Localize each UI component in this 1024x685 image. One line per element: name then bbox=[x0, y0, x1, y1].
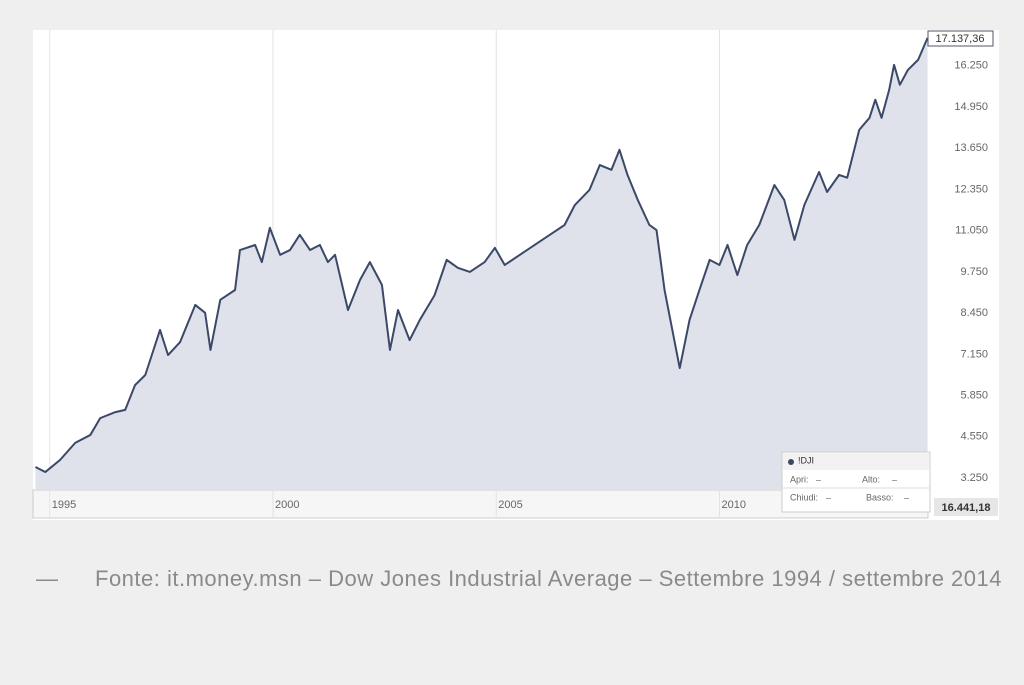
legend-field-value: – bbox=[892, 474, 897, 484]
area bbox=[35, 37, 928, 491]
x-tick-label: 1995 bbox=[52, 499, 76, 511]
plot bbox=[34, 37, 929, 491]
labels: 3.250 4.550 5.850 7.150 8.450 9.750 11.050 12.3… bbox=[52, 60, 988, 511]
y-tick-label: 14.950 bbox=[954, 101, 988, 113]
x-tick-label: 2010 bbox=[721, 499, 745, 511]
legend-field-label: Chiudi: bbox=[790, 492, 818, 502]
y-tick-label: 7.150 bbox=[960, 348, 988, 360]
caption: Fonte: it.money.msn – Dow Jones Industri… bbox=[95, 566, 1002, 591]
y-tick-label: 3.250 bbox=[960, 472, 988, 484]
legend-field-label: Alto: bbox=[862, 474, 880, 484]
line bbox=[34, 37, 929, 474]
y-tick-label: 4.550 bbox=[960, 431, 988, 443]
caption-dash: — bbox=[36, 566, 58, 591]
legend-field-value: – bbox=[816, 474, 821, 484]
legend-field-label: Apri: bbox=[790, 474, 809, 484]
y-tick-label: 5.850 bbox=[960, 390, 988, 402]
bottom-label-box bbox=[934, 498, 998, 516]
y-tick-label: 8.450 bbox=[960, 307, 988, 319]
legend-field-value: – bbox=[904, 492, 909, 502]
last-label: 17.137,36 bbox=[936, 33, 985, 45]
legend: !DJI Apri: – Alto: – Chiudi: – Basso: – bbox=[781, 451, 931, 513]
bottom-label: 16.441,18 bbox=[942, 502, 991, 514]
chart: 3.250 4.550 5.850 7.150 8.450 9.750 11.050 12.3… bbox=[32, 30, 999, 520]
x-tick-label: 2000 bbox=[275, 499, 299, 511]
y-tick-label: 16.250 bbox=[954, 60, 988, 72]
last-label-box bbox=[927, 30, 994, 47]
x-axis-band bbox=[32, 489, 929, 519]
y-tick-label: 9.750 bbox=[960, 266, 988, 278]
x-tick-label: 2005 bbox=[498, 499, 522, 511]
y-tick-label: 12.350 bbox=[954, 183, 988, 195]
y-tick-label: 11.050 bbox=[955, 225, 988, 237]
legend-symbol: !DJI bbox=[798, 455, 814, 465]
legend-field-label: Basso: bbox=[866, 492, 894, 502]
y-tick-label: 13.650 bbox=[954, 142, 988, 154]
legend-field-value: – bbox=[826, 492, 831, 502]
